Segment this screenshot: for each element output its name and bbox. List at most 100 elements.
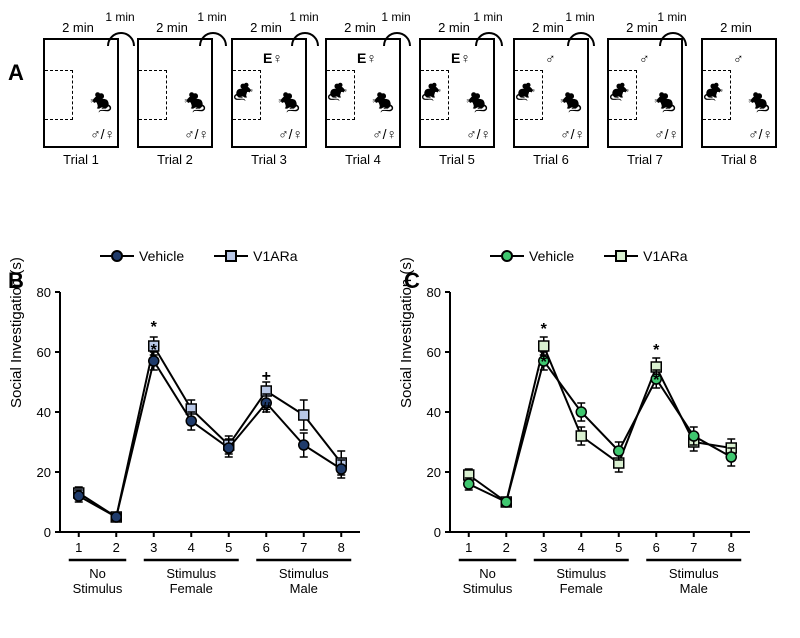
panels-bc: B VehicleV1ARaSocial Investigation (s)02… [10,248,790,628]
stimulus-mouse-icon: 🐁 [701,78,726,103]
legend-label: V1ARa [253,248,297,264]
arena-box: 🐁♂🐁♂/♀ [513,38,589,148]
trial-box: 2 min🐁♂🐁♂/♀Trial 8 [698,38,780,167]
iti-label: 1 min [652,10,692,24]
svg-text:60: 60 [427,345,441,360]
svg-text:Stimulus: Stimulus [73,581,123,596]
trial-name: Trial 5 [416,152,498,167]
subject-mouse-icon: 🐁 [182,88,209,114]
svg-text:0: 0 [434,525,441,540]
subject-mouse-icon: 🐁 [746,88,773,114]
svg-text:Male: Male [680,581,708,596]
arena-box: 🐁 ♂/♀ [137,38,213,148]
svg-text:20: 20 [37,465,51,480]
legend: Vehicle V1ARa [490,248,688,264]
stimulus-label: E♀ [357,50,377,66]
svg-text:*: * [151,342,158,359]
svg-text:40: 40 [427,405,441,420]
svg-text:Stimulus: Stimulus [556,566,606,581]
subject-label: ♂/♀ [184,126,209,142]
arena-box: 🐁 E♀ 🐁 ♂/♀ [231,38,307,148]
trial-name: Trial 8 [698,152,780,167]
svg-text:8: 8 [728,540,735,555]
subject-mouse-icon: 🐁 [464,88,491,114]
trial-box: 2 min🐁♂/♀Trial 1 [40,38,122,167]
svg-text:+: + [262,368,271,385]
stimulus-label: ♂ [545,50,556,66]
svg-text:4: 4 [188,540,195,555]
subject-label: ♂/♀ [278,126,303,142]
trial-box: 2 min🐁♂🐁♂/♀Trial 7 [604,38,686,167]
svg-text:5: 5 [225,540,232,555]
svg-text:Stimulus: Stimulus [463,581,513,596]
chart-svg: 02040608012345678NoStimulusStimulusFemal… [10,272,370,612]
svg-text:3: 3 [540,540,547,555]
stimulus-mouse-icon: 🐁 [419,78,444,103]
svg-text:8: 8 [338,540,345,555]
subject-mouse-icon: 🐁 [276,88,303,114]
iti-label: 1 min [560,10,600,24]
stimulus-label: E♀ [263,50,283,66]
svg-text:*: * [541,321,548,338]
svg-text:0: 0 [44,525,51,540]
svg-text:No: No [479,566,496,581]
trial-box: 2 min🐁♂/♀Trial 2 [134,38,216,167]
stimulus-label: E♀ [451,50,471,66]
svg-text:*: * [653,372,660,389]
svg-text:Stimulus: Stimulus [669,566,719,581]
svg-text:#: # [262,400,271,417]
trial-box: 2 min🐁E♀🐁♂/♀Trial 3 [228,38,310,167]
svg-text:4: 4 [578,540,585,555]
svg-text:5: 5 [615,540,622,555]
svg-text:Stimulus: Stimulus [279,566,329,581]
iti-label: 1 min [376,10,416,24]
legend-label: Vehicle [529,248,574,264]
subject-mouse-icon: 🐁 [558,88,585,114]
svg-text:Male: Male [290,581,318,596]
iti-label: 1 min [468,10,508,24]
svg-text:6: 6 [653,540,660,555]
iti-label: 1 min [284,10,324,24]
stimulus-mouse-icon: 🐁 [607,78,632,103]
svg-text:3: 3 [150,540,157,555]
panel-a-label: A [8,60,24,86]
legend-item: Vehicle [490,248,574,264]
iti-label: 1 min [192,10,232,24]
svg-text:60: 60 [37,345,51,360]
trial-name: Trial 6 [510,152,592,167]
svg-text:Stimulus: Stimulus [166,566,216,581]
arena-box: 🐁E♀🐁♂/♀ [325,38,401,148]
svg-text:7: 7 [690,540,697,555]
duration-label: 2 min [698,20,774,35]
legend-item: V1ARa [214,248,297,264]
stimulus-mouse-icon: 🐁 [231,78,256,103]
subject-label: ♂/♀ [372,126,397,142]
stimulus-label: ♂ [733,50,744,66]
legend-item: V1ARa [604,248,687,264]
arena-box: 🐁E♀🐁♂/♀ [419,38,495,148]
svg-text:20: 20 [427,465,441,480]
svg-text:2: 2 [113,540,120,555]
subject-label: ♂/♀ [748,126,773,142]
trial-name: Trial 7 [604,152,686,167]
subject-mouse-icon: 🐁 [652,88,679,114]
stimulus-cage [139,70,167,120]
trial-name: Trial 1 [40,152,122,167]
subject-mouse-icon: 🐁 [370,88,397,114]
subject-mouse-icon: 🐁 [88,88,115,114]
trial-box: 2 min🐁E♀🐁♂/♀Trial 4 [322,38,404,167]
subject-label: ♂/♀ [654,126,679,142]
trial-row: 2 min🐁♂/♀Trial 11 min2 min🐁♂/♀Trial 21 m… [40,38,790,167]
panel-b: VehicleV1ARaSocial Investigation (s)0204… [10,248,390,628]
trial-box: 2 min🐁♂🐁♂/♀Trial 6 [510,38,592,167]
subject-label: ♂/♀ [90,126,115,142]
panel-c: VehicleV1ARaSocial Investigation (s)0204… [400,248,780,628]
stimulus-cage [45,70,73,120]
arena-box: 🐁 ♂ 🐁 ♂/♀ [701,38,777,148]
svg-text:*: * [653,342,660,359]
legend-label: V1ARa [643,248,687,264]
panel-a: 2 min🐁♂/♀Trial 11 min2 min🐁♂/♀Trial 21 m… [40,38,790,238]
legend-item: Vehicle [100,248,184,264]
svg-text:80: 80 [427,285,441,300]
figure: A 2 min🐁♂/♀Trial 11 min2 min🐁♂/♀Trial 21… [10,38,790,628]
